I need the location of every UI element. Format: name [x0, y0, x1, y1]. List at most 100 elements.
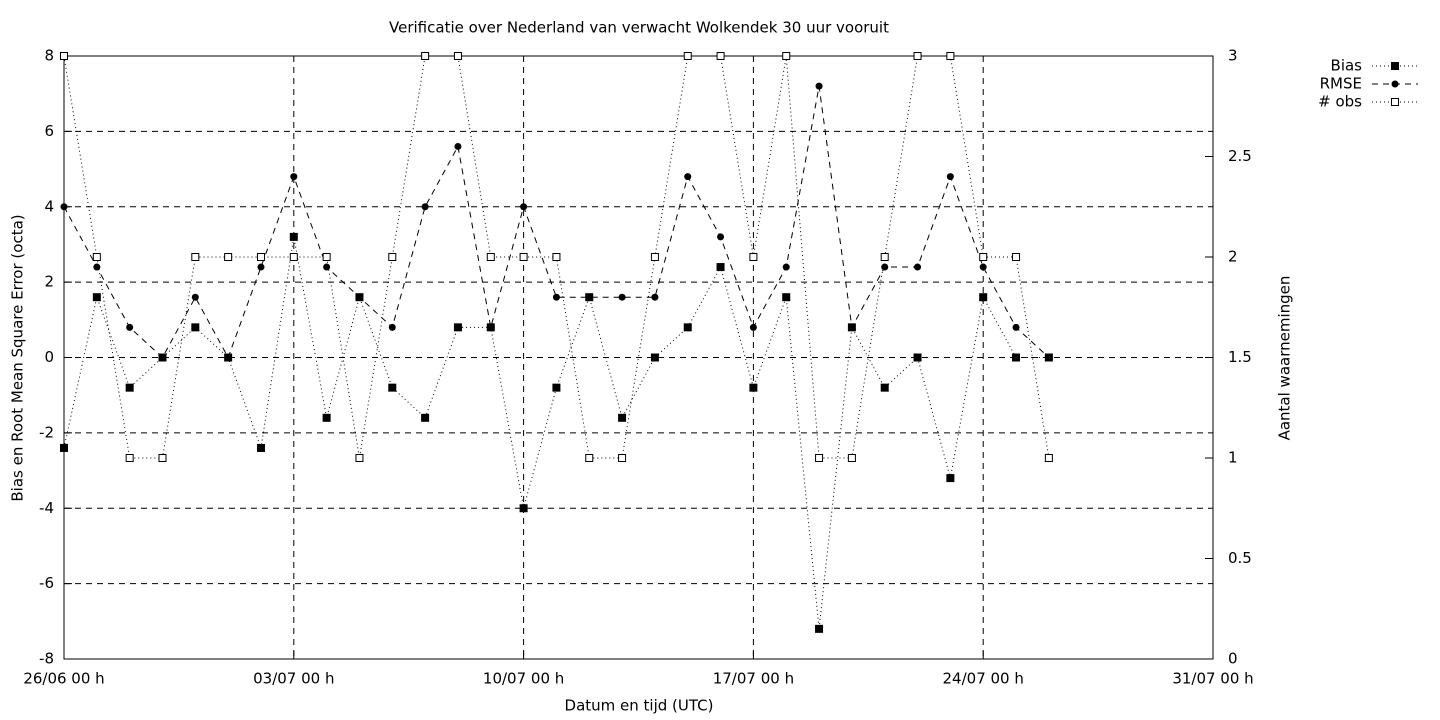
point — [684, 173, 692, 181]
y-tick-label: -4 — [39, 499, 54, 517]
point — [92, 253, 101, 261]
y-tick-label: -2 — [39, 423, 54, 441]
y2-tick-label: 0.5 — [1228, 549, 1252, 567]
point — [946, 173, 954, 181]
point — [388, 253, 397, 261]
plot-border — [63, 55, 1214, 660]
y2-tick-label: 1 — [1228, 449, 1238, 467]
point — [191, 293, 199, 301]
point — [519, 253, 528, 261]
point — [585, 454, 594, 462]
point — [749, 323, 757, 331]
y-tick-label: -8 — [39, 650, 54, 668]
point — [224, 253, 233, 261]
point — [716, 263, 725, 272]
point — [454, 142, 462, 150]
point — [125, 454, 134, 462]
y-tick-label: 4 — [44, 197, 54, 215]
point — [487, 323, 495, 331]
point — [256, 443, 265, 452]
point — [191, 253, 200, 261]
point — [519, 504, 528, 513]
point — [815, 454, 824, 462]
point — [782, 52, 791, 60]
point — [1044, 454, 1053, 462]
y2-axis-label: Aantal waarnemingen — [1276, 276, 1294, 441]
y2-tick-label: 2.5 — [1228, 147, 1252, 165]
point — [355, 293, 363, 301]
point — [651, 293, 659, 301]
point — [815, 82, 823, 90]
point — [618, 454, 627, 462]
point — [125, 383, 134, 392]
point — [585, 293, 593, 301]
point — [847, 454, 856, 462]
point — [322, 253, 331, 261]
point — [289, 232, 298, 241]
point — [848, 323, 856, 331]
x-tick-label: 17/07 00 h — [713, 670, 794, 688]
point — [421, 52, 430, 60]
point — [224, 354, 232, 361]
point — [290, 173, 298, 181]
point — [60, 443, 68, 452]
point — [749, 253, 758, 261]
point — [158, 354, 166, 361]
point — [815, 624, 824, 633]
point — [1012, 323, 1020, 331]
point — [618, 293, 626, 301]
point — [979, 253, 988, 261]
point — [979, 263, 987, 271]
point — [323, 263, 331, 271]
point — [388, 323, 396, 331]
legend-label: # obs — [1318, 93, 1362, 111]
point — [289, 253, 298, 261]
point — [453, 52, 462, 60]
point — [60, 52, 68, 60]
point — [486, 253, 495, 261]
point — [1012, 353, 1021, 362]
y-tick-label: 2 — [44, 273, 54, 291]
point — [355, 454, 364, 462]
point — [650, 353, 659, 362]
y2-tick-label: 1.5 — [1228, 348, 1252, 366]
x-tick-label: 03/07 00 h — [253, 670, 334, 688]
x-tick-label: 10/07 00 h — [483, 670, 564, 688]
chart-title: Verificatie over Nederland van verwacht … — [389, 19, 889, 37]
y-tick-label: 0 — [44, 348, 54, 366]
point — [946, 474, 955, 483]
point — [1045, 354, 1053, 361]
y-tick-label: 6 — [44, 122, 54, 140]
point — [60, 203, 68, 211]
point — [881, 263, 889, 271]
y-axis-label: Bias en Root Mean Square Error (octa) — [9, 214, 27, 501]
point — [650, 253, 659, 261]
legend-marker — [1391, 62, 1399, 70]
point — [913, 52, 922, 60]
point — [716, 52, 725, 60]
point — [520, 203, 528, 211]
x-tick-label: 31/07 00 h — [1172, 670, 1253, 688]
point — [256, 253, 265, 261]
x-tick-label: 26/06 00 h — [23, 670, 104, 688]
point — [552, 253, 561, 261]
point — [257, 263, 265, 271]
legend-label: RMSE — [1320, 75, 1362, 93]
point — [782, 293, 791, 302]
point — [421, 203, 429, 211]
y-tick-label: 8 — [44, 47, 54, 65]
x-tick-label: 24/07 00 h — [943, 670, 1024, 688]
y-tick-label: -6 — [39, 574, 54, 592]
point — [618, 413, 627, 422]
point — [388, 383, 397, 392]
legend-marker — [1391, 80, 1399, 88]
point — [552, 383, 561, 392]
y2-tick-label: 0 — [1228, 650, 1238, 668]
point — [191, 323, 200, 332]
point — [453, 323, 462, 332]
y2-tick-label: 3 — [1228, 47, 1238, 65]
x-axis-label: Datum en tijd (UTC) — [565, 697, 714, 715]
point — [158, 454, 167, 462]
point — [421, 413, 430, 422]
